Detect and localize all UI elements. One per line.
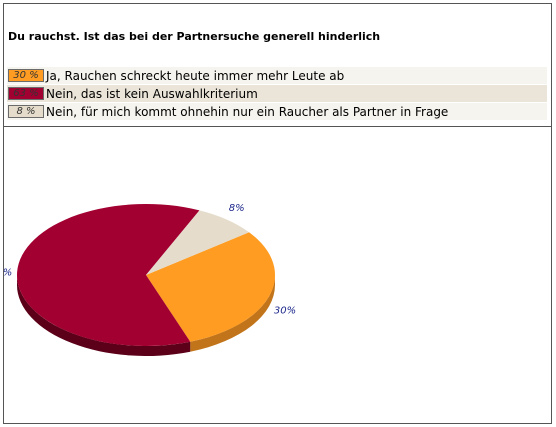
pie-label-3: 8%	[229, 203, 245, 214]
pie-slice-2	[16, 203, 200, 346]
legend-item-1: 30 % Ja, Rauchen schreckt heute immer me…	[7, 67, 547, 84]
chart-frame: Du rauchst. Ist das bei der Partnersuche…	[3, 3, 552, 424]
legend-swatch-1: 30 %	[8, 69, 44, 82]
pie-label-1: 30%	[274, 306, 296, 317]
divider	[4, 126, 551, 127]
legend-item-3: 8 % Nein, für mich kommt ohnehin nur ein…	[7, 103, 547, 120]
pie-side-1-1	[190, 275, 275, 352]
legend: 30 % Ja, Rauchen schreckt heute immer me…	[7, 67, 547, 121]
legend-label-2: Nein, das ist kein Auswahlkriterium	[46, 86, 258, 101]
legend-label-3: Nein, für mich kommt ohnehin nur ein Rau…	[46, 104, 449, 119]
pie-slice-3	[146, 210, 250, 275]
pie-chart: 30% 63% 8%	[4, 203, 296, 356]
pie-label-2: 63%	[4, 268, 12, 279]
pie-slice-1	[146, 232, 275, 342]
chart-title: Du rauchst. Ist das bei der Partnersuche…	[8, 30, 381, 43]
legend-swatch-3: 8 %	[8, 105, 44, 118]
pie-side-2-1	[17, 275, 191, 356]
legend-swatch-2: 63 %	[8, 87, 44, 100]
legend-item-2: 63 % Nein, das ist kein Auswahlkriterium	[7, 85, 547, 102]
legend-label-1: Ja, Rauchen schreckt heute immer mehr Le…	[46, 68, 345, 83]
